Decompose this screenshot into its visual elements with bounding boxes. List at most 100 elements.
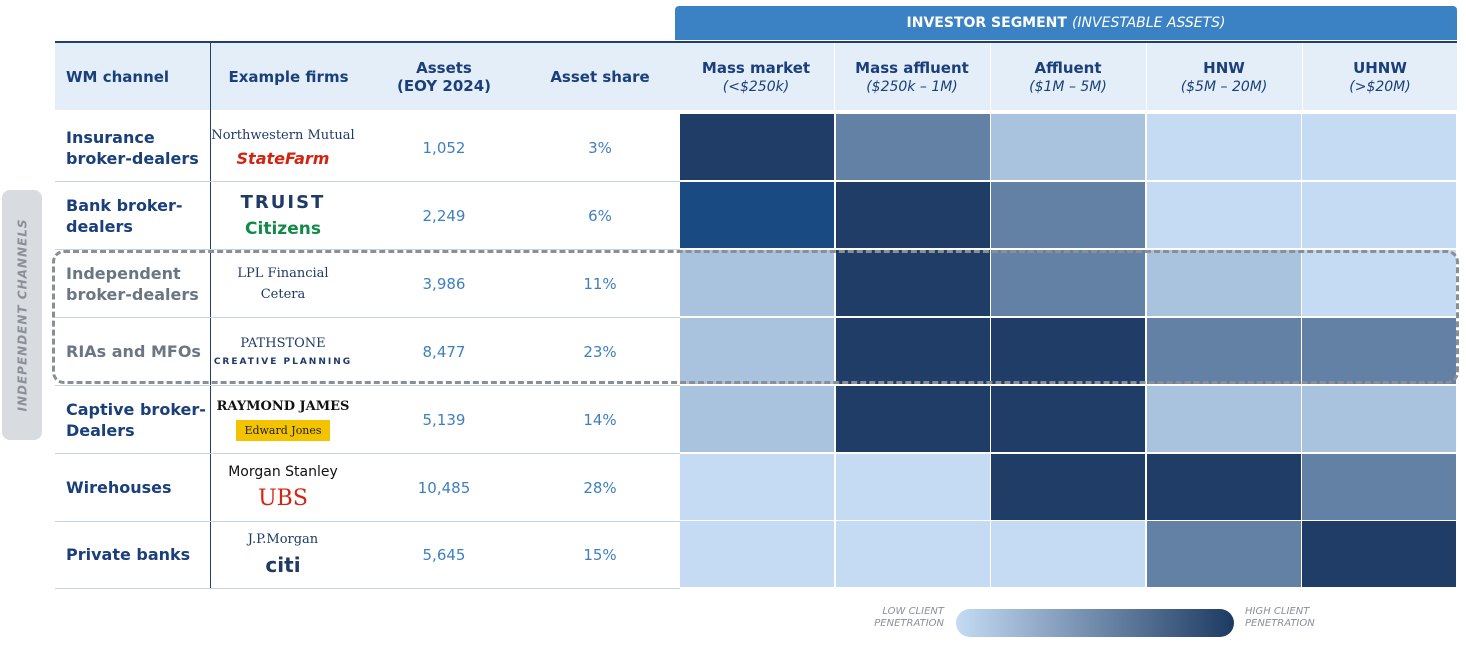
segment-range: ($250k – 1M) xyxy=(866,78,958,95)
heatmap-cell xyxy=(680,318,834,384)
header-wm-channel-text: WM channel xyxy=(66,67,170,86)
firm-name: citi xyxy=(265,553,301,577)
channel-name-line2: broker-dealers xyxy=(66,148,199,168)
heatmap-cell xyxy=(991,182,1145,248)
firm-logo: Morgan Stanley xyxy=(228,464,338,480)
channel-name: Wirehouses xyxy=(66,454,172,521)
firm-name: Morgan Stanley xyxy=(228,464,338,480)
channel-name-text: Insurance broker-dealers xyxy=(66,127,199,169)
assets-value: 8,477 xyxy=(422,342,466,361)
heatmap-cell xyxy=(1302,318,1456,384)
firm-name: CREATIVE PLANNING xyxy=(213,357,353,367)
channel-name-text: Independent broker-dealers xyxy=(66,263,199,305)
heatmap-cell xyxy=(680,521,834,587)
investor-segment-banner: INVESTOR SEGMENT (INVESTABLE ASSETS) xyxy=(675,6,1457,40)
header-segment-2: Affluent ($1M – 5M) xyxy=(990,43,1146,110)
row-divider xyxy=(55,385,680,386)
channel-name: Captive broker- Dealers xyxy=(66,386,206,453)
header-wm-channel: WM channel xyxy=(55,43,221,110)
asset-share-value: 11% xyxy=(583,274,617,293)
channel-name-text: Private banks xyxy=(66,544,190,565)
table-row: Private banks J.P.Morgan citi 5,645 15% xyxy=(55,521,1457,588)
firm-name: Northwestern Mutual xyxy=(211,127,355,143)
firm-logo: Edward Jones xyxy=(236,419,330,441)
heatmap-cell xyxy=(1146,386,1301,452)
row-divider xyxy=(55,181,680,182)
assets-value: 2,249 xyxy=(422,206,466,225)
firm-name: RAYMOND JAMES xyxy=(216,398,350,414)
banner-subtitle: (INVESTABLE ASSETS) xyxy=(1071,15,1226,31)
heatmap-cell xyxy=(1302,386,1456,452)
heatmap-cell xyxy=(680,250,834,316)
firm-name: Edward Jones xyxy=(244,423,322,437)
heatmap-cell xyxy=(1302,250,1456,316)
firm-name: LPL Financial xyxy=(237,265,329,281)
heatmap-cell xyxy=(1302,114,1456,180)
heatmap-cell xyxy=(1302,454,1456,520)
header-assets-line1: Assets xyxy=(416,58,472,77)
asset-share-value: 15% xyxy=(583,545,617,564)
channel-name: RIAs and MFOs xyxy=(66,318,201,385)
legend-high-line1: HIGH CLIENT xyxy=(1245,606,1310,617)
assets-value: 3,986 xyxy=(422,274,466,293)
heatmap-cell xyxy=(991,386,1145,452)
asset-share-value: 3% xyxy=(588,138,612,157)
example-firms: Northwestern Mutual StateFarm xyxy=(211,114,355,181)
header-segment-0: Mass market (<$250k) xyxy=(678,43,834,110)
heatmap-cell xyxy=(1146,182,1301,248)
segment-range: (>$20M) xyxy=(1349,78,1411,95)
header-segment-3: HNW ($5M – 20M) xyxy=(1146,43,1302,110)
segment-range: ($1M – 5M) xyxy=(1029,78,1107,95)
firm-name: Citizens xyxy=(245,219,321,239)
row-divider xyxy=(55,588,680,589)
example-firms: TRUIST Citizens xyxy=(213,182,353,249)
segment-name: UHNW xyxy=(1353,58,1407,77)
segment-name: Affluent xyxy=(1034,58,1102,77)
header-asset-share-text: Asset share xyxy=(550,67,650,86)
legend-low-line2: PENETRATION xyxy=(874,618,944,629)
heatmap-cell xyxy=(680,114,834,180)
example-firms: RAYMOND JAMES Edward Jones xyxy=(213,386,353,453)
table-row: RIAs and MFOs PATHSTONE CREATIVE PLANNING 8… xyxy=(55,318,1457,385)
row-divider xyxy=(55,249,680,250)
legend-high-line2: PENETRATION xyxy=(1245,618,1315,629)
heatmap-cell xyxy=(835,318,990,384)
table-row: Independent broker-dealers LPL Financial Ce… xyxy=(55,250,1457,317)
channel-name-line1: Captive broker- xyxy=(66,399,206,419)
assets-value: 5,139 xyxy=(422,410,466,429)
channel-name-line1: Insurance xyxy=(66,127,155,147)
legend-gradient-bar xyxy=(956,609,1234,637)
segment-range: ($5M – 20M) xyxy=(1180,78,1268,95)
example-firms: PATHSTONE CREATIVE PLANNING xyxy=(213,318,353,385)
row-divider xyxy=(55,317,680,318)
independent-channels-text: INDEPENDENT CHANNELS xyxy=(15,218,30,412)
firm-logo: StateFarm xyxy=(237,149,330,168)
table-row: Insurance broker-dealers Northwestern Mutu… xyxy=(55,114,1457,181)
firm-logo: J.P.Morgan xyxy=(248,532,318,547)
channel-name-line1: Wirehouses xyxy=(66,478,172,497)
legend-low-line1: LOW CLIENT xyxy=(882,606,944,617)
channel-name: Independent broker-dealers xyxy=(66,250,199,317)
segment-name: Mass affluent xyxy=(855,58,969,77)
channel-name: Bank broker-dealers xyxy=(66,182,183,249)
channel-name-line2: broker-dealers xyxy=(66,284,199,304)
channel-name-line1: RIAs and MFOs xyxy=(66,342,201,361)
table-row: Captive broker- Dealers RAYMOND JAMES Edwar… xyxy=(55,386,1457,453)
firm-logo: Citizens xyxy=(245,219,321,239)
header-assets: Assets (EOY 2024) xyxy=(366,43,522,110)
example-firms: Morgan Stanley UBS xyxy=(213,454,353,521)
firm-logo: citi xyxy=(265,553,300,577)
legend-high-label: HIGH CLIENT PENETRATION xyxy=(1245,606,1345,630)
header-divider xyxy=(1146,43,1147,110)
channel-name-text: RIAs and MFOs xyxy=(66,341,201,362)
heatmap-cell xyxy=(991,250,1145,316)
heatmap-cell xyxy=(835,386,990,452)
assets-value: 10,485 xyxy=(417,478,471,497)
heatmap-cell xyxy=(991,114,1145,180)
legend-low-label: LOW CLIENT PENETRATION xyxy=(860,606,944,630)
heatmap-cell xyxy=(991,521,1145,587)
heatmap-cell xyxy=(1146,318,1301,384)
firm-name: UBS xyxy=(258,486,308,511)
firm-name: Cetera xyxy=(260,286,306,302)
channel-name-text: Captive broker- Dealers xyxy=(66,399,206,441)
